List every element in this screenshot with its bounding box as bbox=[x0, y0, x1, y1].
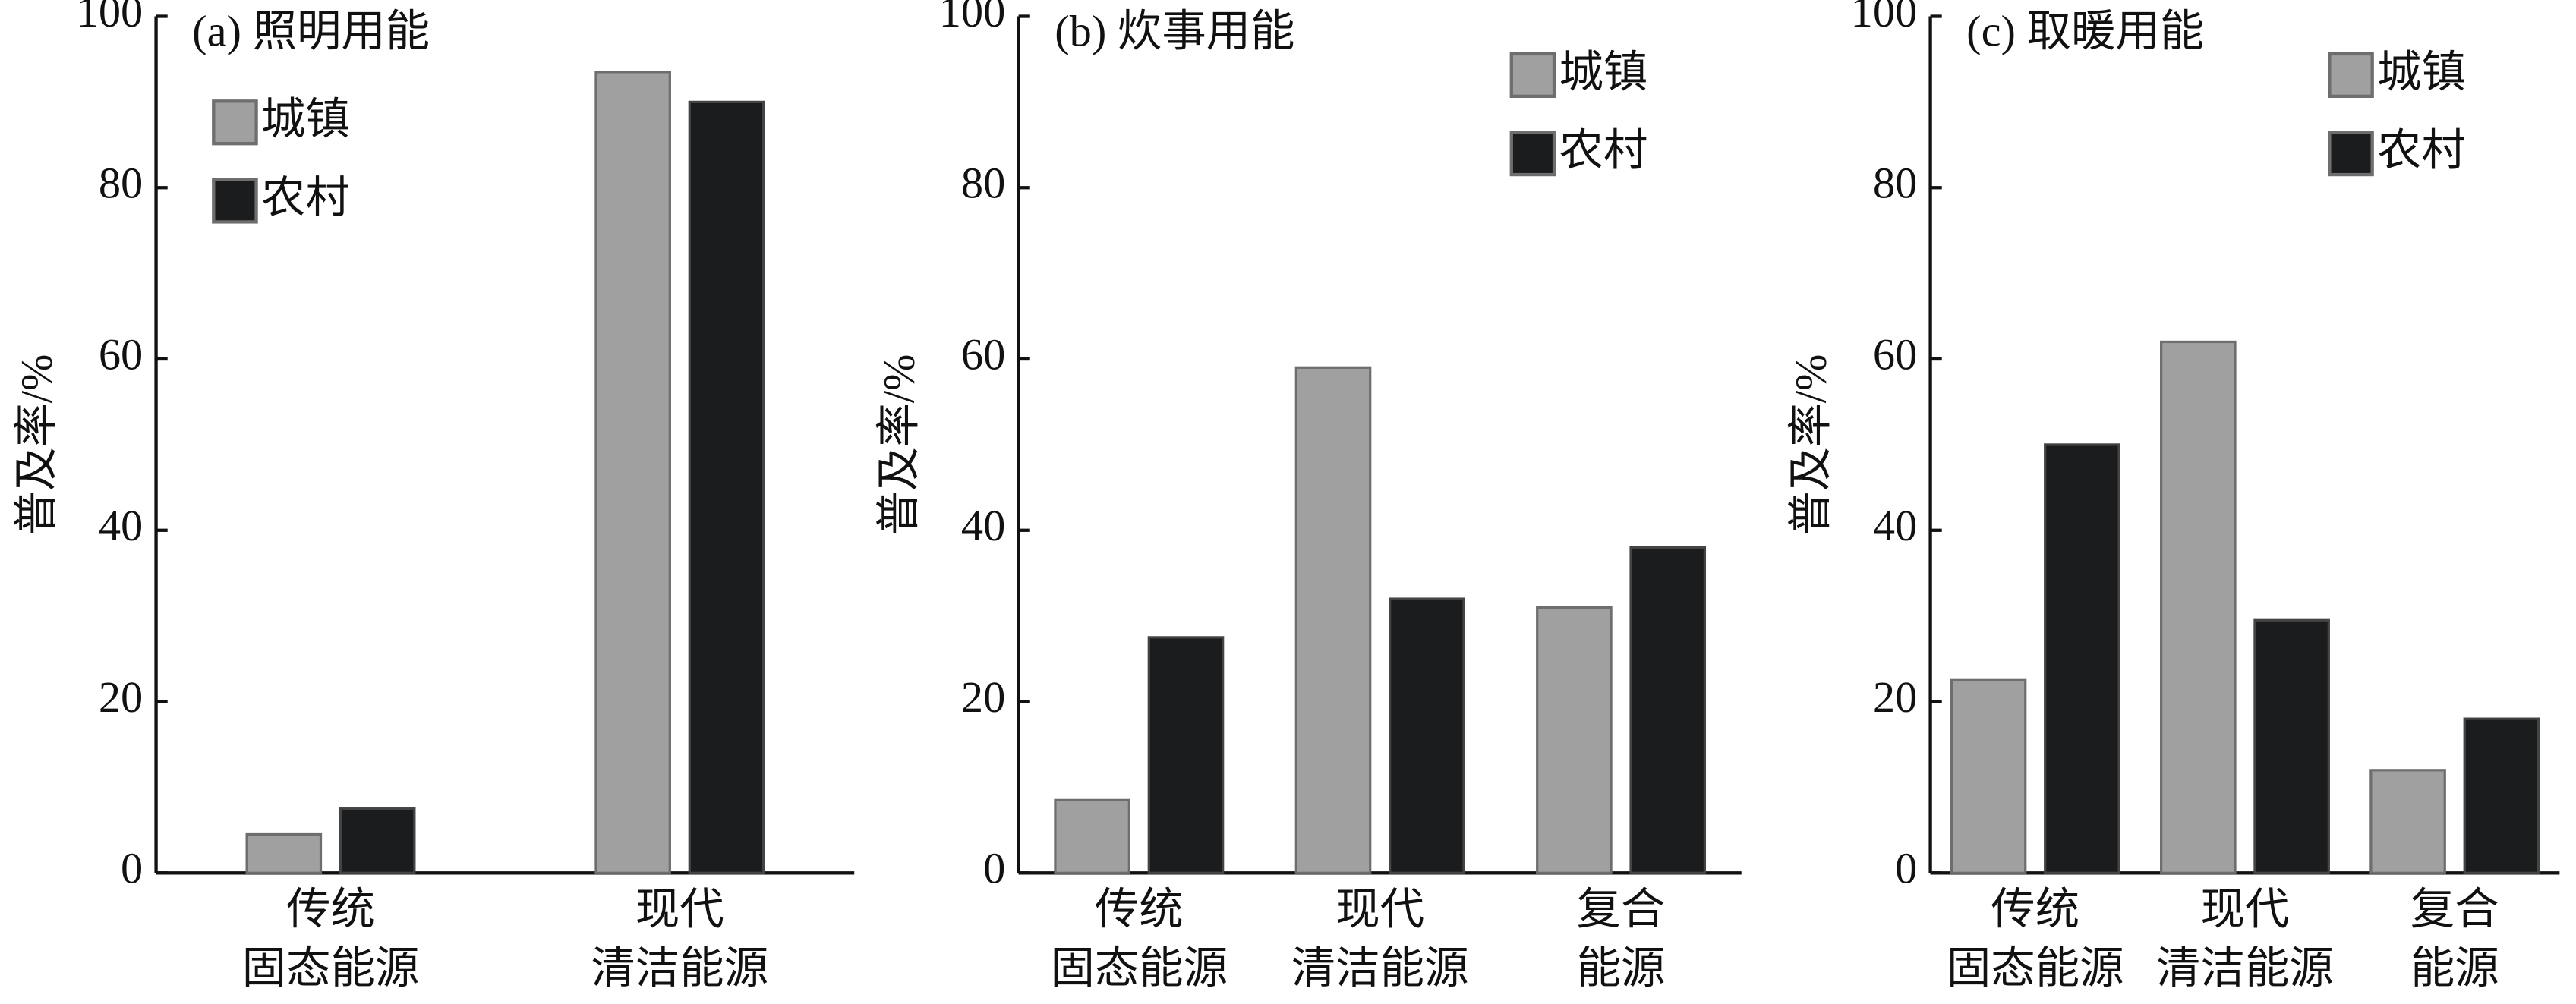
x-tick-label: 复合 bbox=[2410, 885, 2499, 934]
chart-title: (a) 照明用能 bbox=[192, 7, 430, 56]
x-tick-label: 能源 bbox=[1577, 943, 1666, 993]
y-axis-label: 普及率/% bbox=[1786, 354, 1835, 536]
y-tick-label: 0 bbox=[121, 844, 143, 893]
bar bbox=[1294, 366, 1372, 874]
bar bbox=[1536, 606, 1613, 874]
x-tick-label: 复合 bbox=[1577, 885, 1666, 934]
legend-swatch bbox=[2328, 131, 2374, 177]
legend-swatch bbox=[212, 99, 258, 146]
y-tick-label: 40 bbox=[1873, 501, 1917, 550]
bar bbox=[594, 71, 671, 874]
x-tick-label: 现代 bbox=[635, 885, 724, 934]
y-tick-label: 80 bbox=[961, 159, 1005, 208]
bar bbox=[2044, 443, 2120, 874]
y-tick-label: 100 bbox=[939, 0, 1006, 36]
y-tick-label: 100 bbox=[77, 0, 143, 36]
legend-swatch bbox=[1509, 52, 1556, 99]
x-tick-label: 现代 bbox=[1335, 885, 1424, 934]
chart-title: (b) 炊事用能 bbox=[1055, 7, 1294, 56]
y-tick-label: 20 bbox=[1873, 672, 1917, 722]
y-axis-label: 普及率/% bbox=[11, 354, 61, 536]
y-tick-label: 80 bbox=[99, 159, 143, 208]
bar bbox=[2369, 769, 2446, 874]
bar bbox=[1950, 678, 2027, 874]
legend-label: 城镇 bbox=[2377, 48, 2466, 97]
x-tick-label: 现代 bbox=[2201, 885, 2290, 934]
x-tick-label: 清洁能源 bbox=[1291, 943, 1469, 993]
x-tick-label: 传统 bbox=[1991, 885, 2079, 934]
bar bbox=[2253, 618, 2330, 874]
x-tick-label: 传统 bbox=[286, 885, 375, 934]
legend-label: 农村 bbox=[2377, 126, 2466, 175]
y-tick-label: 20 bbox=[99, 672, 143, 722]
bar bbox=[245, 832, 323, 874]
y-tick-label: 0 bbox=[1895, 844, 1917, 893]
legend-swatch bbox=[1509, 131, 1556, 177]
y-tick-label: 40 bbox=[99, 501, 143, 550]
legend-label: 农村 bbox=[1559, 126, 1648, 175]
x-tick-label: 传统 bbox=[1095, 885, 1184, 934]
bar bbox=[1629, 546, 1707, 874]
y-tick-label: 20 bbox=[961, 672, 1005, 722]
x-tick-label: 清洁能源 bbox=[591, 943, 769, 993]
bar bbox=[1147, 636, 1225, 874]
bar bbox=[1389, 597, 1465, 874]
y-tick-label: 0 bbox=[983, 844, 1005, 893]
bar bbox=[1054, 798, 1130, 874]
chart-title: (c) 取暖用能 bbox=[1966, 7, 2204, 56]
x-tick-label: 能源 bbox=[2410, 943, 2499, 993]
x-tick-label: 固态能源 bbox=[242, 943, 420, 993]
y-axis-label: 普及率/% bbox=[874, 354, 923, 536]
y-tick-label: 40 bbox=[961, 501, 1005, 550]
legend-label: 城镇 bbox=[261, 95, 350, 144]
y-tick-label: 60 bbox=[1873, 330, 1917, 379]
x-tick-label: 固态能源 bbox=[1947, 943, 2124, 993]
y-tick-label: 80 bbox=[1873, 159, 1917, 208]
legend-label: 农村 bbox=[261, 173, 350, 222]
y-tick-label: 60 bbox=[99, 330, 143, 379]
x-tick-label: 清洁能源 bbox=[2156, 943, 2334, 993]
y-tick-label: 60 bbox=[961, 330, 1005, 379]
bar bbox=[2159, 340, 2237, 874]
bar bbox=[339, 807, 416, 874]
legend-swatch bbox=[212, 178, 258, 224]
y-tick-label: 100 bbox=[1851, 0, 1918, 36]
legend-label: 城镇 bbox=[1559, 48, 1648, 97]
legend-swatch bbox=[2328, 52, 2374, 99]
x-tick-label: 固态能源 bbox=[1050, 943, 1228, 993]
bar bbox=[688, 100, 765, 874]
bar bbox=[2463, 717, 2540, 874]
